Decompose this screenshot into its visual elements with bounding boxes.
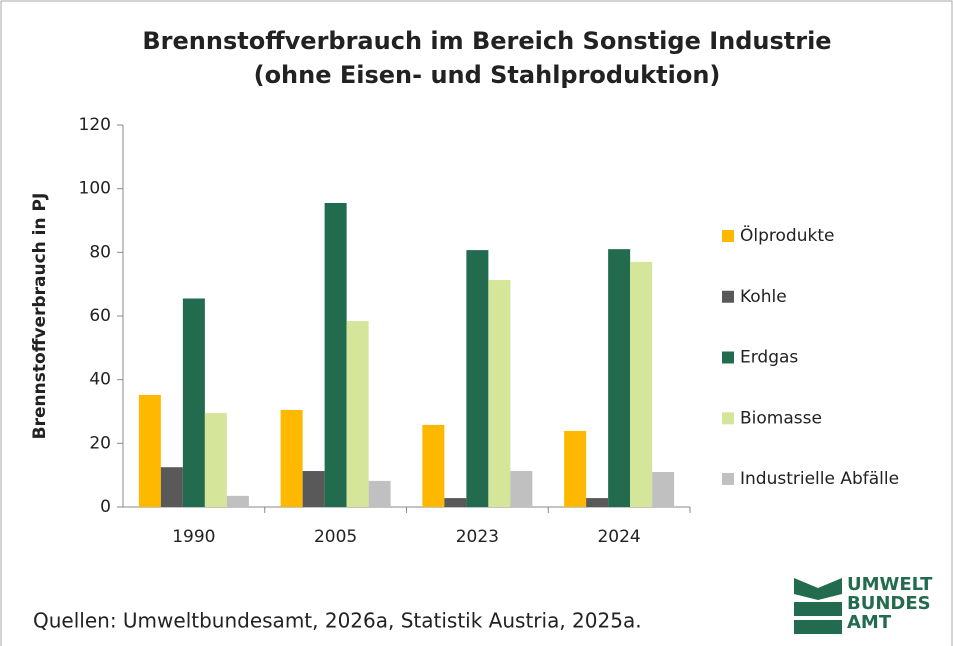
- legend-label: Ölprodukte: [740, 224, 834, 246]
- x-tick-label: 1990: [172, 527, 215, 547]
- bar: [488, 280, 511, 507]
- bar: [422, 424, 445, 507]
- legend-label: Kohle: [740, 287, 787, 307]
- legend-label: Erdgas: [740, 348, 798, 368]
- bar: [324, 202, 347, 507]
- legend-swatch: [722, 473, 734, 485]
- logo-shape: [794, 578, 818, 600]
- y-tick-label: 0: [100, 497, 111, 517]
- bar: [280, 409, 303, 507]
- bar: [652, 471, 675, 507]
- logo-text: BUNDES: [847, 593, 931, 614]
- bar: [368, 480, 391, 507]
- legend-swatch: [722, 412, 734, 425]
- logo-shape: [818, 578, 842, 600]
- legend-swatch: [722, 351, 734, 364]
- bar: [564, 430, 587, 507]
- y-tick-label: 100: [79, 179, 111, 199]
- logo: UMWELT BUNDES AMT: [794, 574, 933, 634]
- bar: [204, 413, 227, 507]
- bar: [302, 471, 325, 507]
- chart-subtitle: (ohne Eisen- und Stahlproduktion): [254, 61, 721, 89]
- bar: [182, 298, 205, 507]
- bar: [466, 250, 489, 508]
- y-tick-label: 60: [89, 306, 111, 326]
- y-tick-label: 20: [89, 433, 111, 453]
- logo-shape: [794, 620, 842, 634]
- x-tick-label: 2023: [456, 527, 499, 547]
- bar: [138, 394, 161, 507]
- source: Quellen: Umweltbundesamt, 2026a, Statist…: [33, 609, 642, 633]
- bar: [444, 498, 467, 507]
- legend-swatch: [722, 290, 734, 303]
- chart-title: Brennstoffverbrauch im Bereich Sonstige …: [142, 27, 831, 55]
- bar: [160, 467, 183, 507]
- legend-swatch: [722, 230, 734, 242]
- bar: [586, 498, 609, 507]
- y-axis-label: Brennstoffverbrauch in PJ: [30, 193, 50, 440]
- x-tick-label: 2024: [597, 527, 640, 547]
- bar: [608, 249, 631, 507]
- legend-label: Biomasse: [740, 408, 822, 428]
- y-tick-label: 40: [89, 370, 111, 390]
- legend-label: Industrielle Abfälle: [740, 469, 899, 489]
- bar: [346, 321, 369, 507]
- x-tick-label: 2005: [314, 527, 357, 547]
- y-tick-label: 120: [79, 115, 111, 135]
- logo-text: AMT: [847, 612, 892, 633]
- y-tick-label: 80: [89, 242, 111, 262]
- logo-text: UMWELT: [847, 574, 933, 595]
- bar: [630, 261, 653, 507]
- bar: [510, 471, 533, 507]
- bar: [226, 495, 249, 507]
- logo-shape: [794, 602, 842, 616]
